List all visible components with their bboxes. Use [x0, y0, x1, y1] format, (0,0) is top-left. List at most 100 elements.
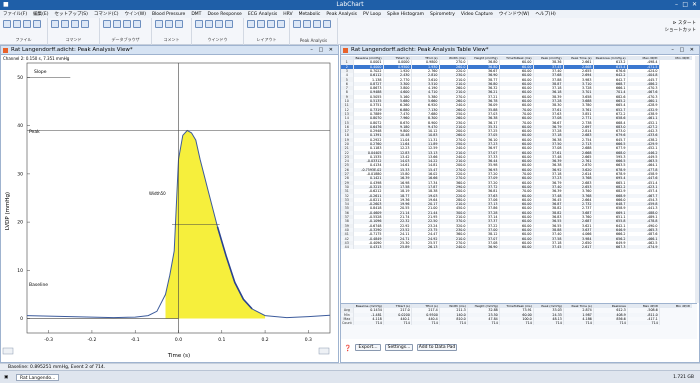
toolbar-icon[interactable]	[205, 20, 213, 28]
menu-item-11[interactable]: Peak Analysis	[326, 11, 358, 17]
table-row[interactable]: 20 0.2760 11.64 11.89 250.0 37.23 60.00 37.50 2.…	[341, 141, 691, 147]
menu-item-3[interactable]: コマンド(C)	[93, 12, 119, 17]
table-row[interactable]: 42 -0.4849 24.71 24.92 210.0 37.07 60.00 37.58 3…	[341, 236, 691, 241]
table-row[interactable]: 37 -0.5528 21.74 21.95 210.0 37.14 60.00 36.83 3…	[341, 214, 691, 220]
toolbar-icon[interactable]	[313, 20, 321, 28]
nav-prev-button[interactable]	[2, 347, 14, 355]
help-icon[interactable]: ❓	[344, 345, 352, 352]
menu-item-10[interactable]: Metabolic	[298, 11, 321, 17]
table-row[interactable]: 21 0.1183 12.23 12.59 240.0 36.97 60.00 37.08 2.…	[341, 146, 691, 151]
toolbar-icon[interactable]	[323, 20, 331, 28]
table-row[interactable]: 40 -0.3290 23.52 23.75 230.0 37.00 60.00 38.88 3…	[341, 227, 691, 233]
toolbar-icon[interactable]	[51, 20, 59, 28]
menu-item-2[interactable]: セットアップ(S)	[54, 12, 88, 17]
table-row[interactable]: 13 0.7889 7.470 7.680 250.0 37.03 70.00 37.63 3.…	[341, 111, 691, 117]
tab-chart-icon[interactable]: ▣	[4, 375, 9, 380]
start-button[interactable]: ⊳ スタート	[672, 21, 696, 26]
toolbar-icon[interactable]	[257, 20, 265, 28]
menu-item-4[interactable]: ウイン(W)	[124, 12, 146, 17]
column-header[interactable]: PeakArea (mmHg·s)	[593, 56, 628, 61]
column-header[interactable]: TEnd (s)	[411, 56, 440, 61]
toolbar-icon[interactable]	[33, 20, 41, 28]
menu-item-7[interactable]: Dose Response	[207, 11, 242, 17]
table-row[interactable]: 43 -0.4090 25.30 25.57 270.0 37.08 60.00 37.18 2…	[341, 240, 691, 246]
toolbar-icon[interactable]	[247, 20, 255, 28]
menu-item-9[interactable]: HRV	[283, 11, 293, 17]
toolbar-icon[interactable]	[165, 20, 173, 28]
column-header[interactable]: TStart (s)	[383, 56, 412, 61]
table-row[interactable]: 31 -0.6212 18.19 18.38 200.0 36.81 70.00 36.39 3…	[341, 189, 691, 194]
column-header[interactable]: Baseline (mmHg)	[353, 56, 384, 61]
table-row[interactable]: 14 0.8070 7.960 8.300 260.0 36.38 60.00 37.08 2.…	[341, 116, 691, 121]
table-row[interactable]: 1 0.0001 0.0000 0.9800 270.0 36.80 60.00 38.36 2…	[341, 60, 691, 65]
toolbar-icon[interactable]	[215, 20, 223, 28]
toolbar-icon[interactable]	[71, 20, 79, 28]
column-header[interactable]: Height (mmHg)	[467, 56, 500, 61]
table-row[interactable]: 12 0.7319 6.880 7.130 260.0 35.88 70.00 37.61 3.…	[341, 107, 691, 112]
table-row[interactable]: 3 0.7022 1.920 2.760 220.0 36.67 60.00 37.40 2.6…	[341, 68, 691, 74]
table-row[interactable]: 23 0.1535 13.42 13.66 240.0 37.33 60.00 37.48 2.…	[341, 154, 691, 160]
table-row[interactable]: 44 0.4313 25.89 26.13 240.0 36.90 60.00 37.45 2.…	[341, 245, 691, 250]
table-row[interactable]: 28 0.1421 16.39 16.66 270.0 37.09 60.00 37.23 3.…	[341, 176, 691, 181]
toolbar-icon[interactable]	[155, 20, 163, 28]
column-header[interactable]: Min dP/dt	[659, 56, 692, 61]
nav-next-button[interactable]	[318, 347, 330, 355]
table-window-controls[interactable]: – □ ✕	[671, 47, 696, 53]
maximize-icon[interactable]: □	[682, 1, 688, 8]
toolbar-icon[interactable]	[195, 20, 203, 28]
column-header[interactable]: Peak Time (s)	[563, 56, 594, 61]
toolbar-icon[interactable]	[133, 20, 141, 28]
table-row[interactable]: 41 -0.7175 24.11 24.47 360.0 38.12 60.00 37.40 4…	[341, 232, 691, 237]
column-header[interactable]: Peak (mmHg)	[533, 56, 564, 61]
table-row[interactable]: 30 -0.3215 17.58 17.87 290.0 37.72 60.00 37.40 2…	[341, 184, 691, 190]
table-row[interactable]: 27 -0.01880 15.80 16.02 220.0 37.20 70.00 37.18…	[341, 172, 691, 177]
column-header[interactable]: Width (ms)	[439, 56, 468, 61]
export-button[interactable]: Export...	[355, 344, 381, 351]
table-row[interactable]: 17 0.2948 9.800 10.12 200.0 37.25 60.00 37.28 2.…	[341, 129, 691, 134]
toolbar-icon[interactable]	[61, 20, 69, 28]
menu-item-16[interactable]: ウインドウ(W)	[498, 12, 530, 17]
toolbar-icon[interactable]	[293, 20, 301, 28]
settings-button[interactable]: Settings...	[385, 344, 413, 351]
table-row[interactable]: 29 0.4398 16.98 17.34 360.0 37.20 60.00 36.79 2.…	[341, 180, 691, 185]
table-row[interactable]: 33 -0.8211 19.36 19.64 280.0 37.06 60.00 36.45 2…	[341, 197, 691, 203]
table-row[interactable]: 2 0.4000 0.9500 1.930 260.0 36.80 60.00 37.45 2.…	[341, 64, 691, 69]
menu-item-15[interactable]: Video Capture	[460, 11, 493, 17]
table-row[interactable]: 8 0.9488 4.600 4.710 210.0 36.21 60.00 36.18 3.7…	[341, 90, 691, 95]
menu-item-13[interactable]: Spike Histogram	[387, 11, 424, 17]
toolbar-icon[interactable]	[113, 20, 121, 28]
table-row[interactable]: 10 0.5135 5.680 5.660 260.0 36.78 60.00 37.28 3.…	[341, 98, 691, 104]
table-row[interactable]: 18 0.1391 10.48 10.83 260.0 37.05 60.00 37.18 2.…	[341, 133, 691, 138]
toolbar-icon[interactable]	[103, 20, 111, 28]
menu-item-8[interactable]: ECG Analysis	[247, 11, 278, 17]
table-row[interactable]: 22 0.04405 12.83 13.13 210.0 37.07 60.00 37.61 2…	[341, 150, 691, 155]
menu-item-6[interactable]: DMT	[191, 11, 202, 17]
table-row[interactable]: 38 -0.1096 22.32 22.50 370.0 37.37 60.00 36.55 2…	[341, 219, 691, 224]
table-row[interactable]: 32 -0.2611 18.77 19.03 220.0 37.63 60.00 37.48 3…	[341, 193, 691, 198]
shortcut-button[interactable]: ショートカット	[664, 28, 697, 33]
table-row[interactable]: 39 -0.6748 22.92 23.24 320.0 37.22 60.00 36.55 3…	[341, 223, 691, 228]
menu-item-1[interactable]: 編集(E)	[33, 12, 49, 17]
table-row[interactable]: 16 0.6476 9.180 9.470 210.0 35.31 60.00 36.79 2.…	[341, 124, 691, 130]
table-row[interactable]: 26 -0.7593E-02 15.33 15.47 270.0 36.93 60.00 36…	[341, 167, 691, 173]
table-body[interactable]: Baseline (mmHg) TStart (s) TEnd (s) Width (…	[341, 56, 697, 303]
menu-item-14[interactable]: Spirometry	[430, 11, 455, 17]
menu-item-17[interactable]: ヘルプ(H)	[535, 12, 556, 17]
toolbar-icon[interactable]	[175, 20, 183, 28]
table-row[interactable]: 11 0.3751 6.260 6.920 240.0 36.09 60.00 38.30 3.…	[341, 103, 691, 108]
toolbar-icon[interactable]	[267, 20, 275, 28]
toolbar-icon[interactable]	[81, 20, 89, 28]
table-scrollbar[interactable]	[695, 56, 699, 303]
toolbar-icon[interactable]	[3, 20, 11, 28]
peak-chart[interactable]: 50 40 30 20 10 0 -0.3 -0.2 -0.1 0.0 0.1 0.2 0.3 Slo…	[1, 61, 338, 361]
table-row[interactable]: 4 0.6112 2.430 2.810 230.0 36.90 60.00 37.68 2.6…	[341, 73, 691, 78]
toolbar-icon[interactable]	[23, 20, 31, 28]
close-icon[interactable]: ✕	[691, 1, 697, 8]
table-row[interactable]: 24 -0.03312 14.03 14.22 210.0 36.44 60.00 36.39…	[341, 159, 691, 164]
table-row[interactable]: 34 -0.2603 19.96 20.17 210.0 37.13 60.00 36.87 2…	[341, 202, 691, 207]
table-row[interactable]: 5 1.138 2.770 3.610 210.0 38.77 60.00 37.88 3.98…	[341, 77, 691, 82]
column-header[interactable]: TimeToPeak (ms)	[499, 56, 534, 61]
table-row[interactable]: 15 0.8072 8.670 8.900 230.0 36.17 70.00 36.67 2.…	[341, 120, 691, 125]
table-row[interactable]: 36 -0.4609 21.14 21.44 300.0 37.28 60.00 38.82 3…	[341, 210, 691, 215]
menu-item-0[interactable]: ファイル(F)	[3, 12, 28, 17]
